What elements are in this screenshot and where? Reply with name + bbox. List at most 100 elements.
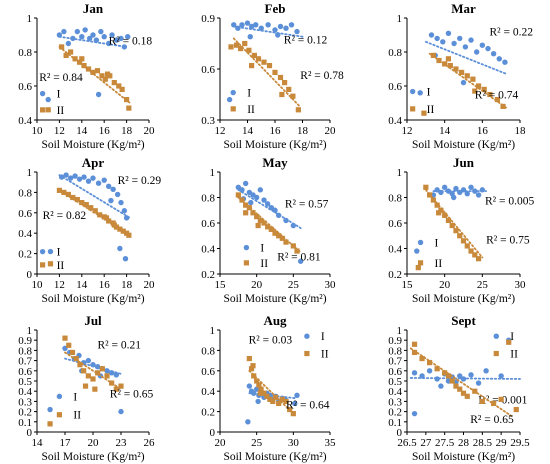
series-ii: [235, 192, 302, 254]
data-point: [106, 218, 112, 224]
data-point: [294, 392, 300, 398]
data-point: [472, 388, 478, 394]
trend-line: [248, 369, 295, 415]
data-point: [248, 199, 254, 206]
data-point: [414, 248, 420, 254]
series-ii: [47, 335, 124, 427]
data-point: [228, 44, 234, 50]
data-point: [411, 349, 418, 356]
data-point: [94, 68, 101, 74]
y-tick-label: 0: [210, 427, 216, 439]
data-point: [475, 256, 482, 262]
data-point: [457, 35, 463, 42]
x-axis-label: Soil Moisture (Kg/m²): [223, 139, 326, 151]
data-point: [90, 376, 96, 382]
data-point: [292, 400, 298, 407]
data-point: [238, 46, 244, 52]
legend-label: I: [435, 237, 439, 249]
x-tick-label: 14: [76, 125, 88, 137]
data-point: [426, 368, 433, 374]
data-point: [111, 222, 117, 228]
data-point: [485, 45, 491, 52]
data-point: [121, 44, 128, 50]
x-tick-label: 20: [439, 279, 451, 291]
legend-marker: [39, 248, 46, 255]
data-point: [273, 394, 279, 400]
series-i: [47, 172, 131, 262]
chart-title: May: [262, 155, 288, 170]
x-tick-label: 16: [99, 125, 111, 137]
data-point: [83, 202, 89, 208]
data-point: [290, 222, 297, 229]
data-point: [231, 22, 237, 28]
y-tick-label: 0.6: [201, 218, 215, 230]
data-point: [490, 51, 497, 57]
data-point: [63, 172, 69, 178]
x-axis-label: Soil Moisture (Kg/m²): [412, 451, 515, 463]
x-tick-label: 16: [477, 125, 489, 137]
data-point: [251, 373, 257, 379]
data-point: [279, 91, 285, 98]
data-point: [242, 40, 248, 47]
data-point: [248, 23, 255, 30]
legend-marker: [39, 90, 46, 97]
r-squared-label: R² = 0.82: [43, 210, 87, 222]
data-point: [76, 59, 83, 65]
data-point: [70, 194, 76, 201]
data-point: [92, 386, 98, 392]
data-point: [494, 97, 500, 103]
data-point: [239, 197, 245, 203]
data-point: [479, 398, 485, 404]
data-point: [411, 341, 418, 347]
data-point: [47, 248, 54, 255]
data-point: [95, 180, 102, 186]
y-tick-label: 0.2: [18, 407, 32, 419]
data-point: [436, 57, 442, 64]
data-point: [500, 103, 506, 109]
data-point: [447, 63, 453, 69]
x-tick-label: 14: [439, 125, 451, 137]
data-point: [457, 373, 463, 379]
y-tick-label: 0.4: [201, 386, 215, 398]
legend-marker: [243, 260, 249, 266]
y-tick-label: 0.8: [201, 345, 215, 357]
data-point: [464, 73, 470, 79]
y-tick-label: 0.2: [388, 407, 402, 419]
r-squared-label: R² = 0.005: [485, 196, 534, 208]
data-point: [126, 232, 132, 238]
data-point: [66, 342, 72, 348]
data-point: [430, 52, 436, 58]
y-tick-label: 0.5: [388, 376, 402, 388]
y-tick-label: 0.4: [201, 244, 215, 256]
x-tick-label: 28: [458, 437, 470, 449]
data-point: [73, 355, 79, 362]
data-point: [109, 32, 115, 38]
data-point: [297, 258, 304, 264]
data-point: [472, 252, 478, 258]
y-tick-label: 0.8: [388, 345, 402, 357]
x-tick-label: 20: [325, 125, 337, 137]
data-point: [246, 355, 252, 362]
data-point: [113, 386, 119, 392]
chart-title: Apr: [82, 155, 105, 170]
data-point: [275, 32, 281, 38]
data-point: [45, 107, 51, 113]
data-point: [449, 378, 455, 384]
data-point: [442, 61, 448, 67]
data-point: [99, 366, 105, 372]
x-tick-label: 25: [288, 279, 300, 291]
data-point: [47, 421, 53, 427]
data-point: [460, 238, 467, 244]
trend-line: [409, 377, 521, 380]
x-tick-label: 20: [215, 437, 227, 449]
x-tick-label: 18: [297, 125, 309, 137]
data-point: [472, 188, 478, 194]
data-point: [430, 197, 436, 203]
x-tick-label: 17: [60, 437, 72, 449]
x-tick-label: 16: [99, 279, 111, 291]
series-ii: [421, 52, 508, 116]
data-point: [72, 173, 78, 179]
data-point: [264, 393, 270, 399]
data-point: [473, 49, 480, 55]
data-point: [121, 208, 128, 214]
